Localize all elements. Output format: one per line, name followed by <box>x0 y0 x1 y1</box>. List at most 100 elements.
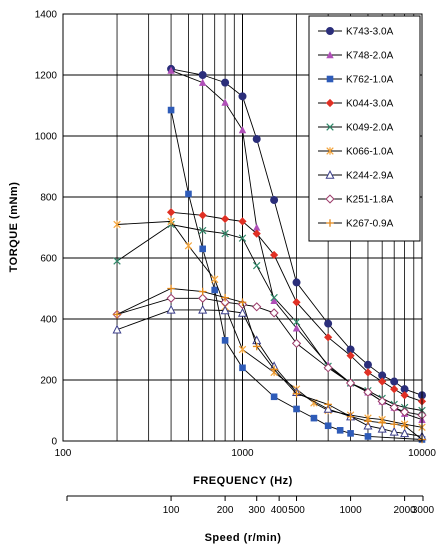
y-tick-label: 200 <box>40 376 57 387</box>
data-point <box>166 208 176 217</box>
data-point <box>221 214 230 224</box>
legend-entry: K044-3.0A <box>318 99 394 110</box>
legend-entry: K244-2.9A <box>318 170 394 182</box>
data-point <box>238 345 247 354</box>
y-tick-label: 800 <box>40 193 57 204</box>
data-point <box>323 363 333 373</box>
data-point <box>221 293 229 302</box>
data-point <box>292 298 301 307</box>
legend-marker <box>326 219 334 227</box>
speed-tick-label: 500 <box>288 505 305 516</box>
legend-marker <box>326 51 334 59</box>
series-k762-1-0a <box>167 106 426 443</box>
speed-tick-label: 200 <box>217 505 234 516</box>
data-point <box>198 211 207 220</box>
legend-entry: K049-2.0A <box>318 123 394 134</box>
series-k251-1-8a <box>112 293 427 420</box>
data-point <box>199 245 206 253</box>
legend: K743-3.0A K748-2.0A K762-1.0A K044-3.0A K049… <box>308 15 421 242</box>
data-point <box>363 360 372 369</box>
data-point <box>198 293 208 303</box>
data-point <box>345 378 356 388</box>
data-point <box>292 389 301 398</box>
data-point <box>167 217 175 226</box>
data-point <box>390 420 398 429</box>
data-point <box>291 338 302 349</box>
speed-tick-label: 3000 <box>412 505 435 516</box>
y-tick-label: 1400 <box>35 10 58 21</box>
data-point <box>292 324 301 332</box>
data-point <box>221 337 229 344</box>
legend-entry: K748-2.0A <box>318 51 394 62</box>
legend-marker <box>326 27 334 35</box>
series-line <box>116 224 423 411</box>
speed-tick-label: 400 <box>271 505 288 516</box>
legend-box <box>308 15 421 242</box>
x-tick-label: 100 <box>55 448 72 459</box>
legend-marker <box>325 170 335 179</box>
series-line <box>116 220 423 428</box>
legend-entry: K762-1.0A <box>318 75 394 86</box>
data-point <box>324 333 333 342</box>
data-point <box>252 302 262 312</box>
legend-entry: K251-1.8A <box>318 194 394 206</box>
data-point <box>198 287 207 296</box>
legend-label: K748-2.0A <box>346 51 394 62</box>
data-point <box>167 284 175 293</box>
data-point <box>346 351 355 360</box>
legend-marker <box>326 147 334 155</box>
data-point <box>252 342 261 351</box>
x-tick-labels: 100 1000 10000 <box>55 448 437 459</box>
y-tick-label: 1200 <box>35 71 58 82</box>
data-point <box>238 234 247 242</box>
data-point <box>377 396 387 406</box>
data-point <box>220 305 230 315</box>
data-point <box>167 106 175 114</box>
data-point <box>270 365 278 374</box>
data-point <box>292 278 301 287</box>
data-point <box>389 402 399 413</box>
data-point <box>363 420 373 430</box>
data-point <box>198 78 207 86</box>
data-point <box>252 229 261 238</box>
plot-frame <box>62 13 423 442</box>
data-point <box>221 98 229 106</box>
y-tick-label: 0 <box>51 437 57 448</box>
legend-entry: K743-3.0A <box>318 27 394 38</box>
data-point <box>389 426 399 436</box>
legend-label: K743-3.0A <box>346 27 394 38</box>
data-point <box>310 414 318 422</box>
legend-label: K762-1.0A <box>346 75 394 86</box>
data-point <box>336 427 344 434</box>
data-point <box>198 304 208 314</box>
data-point <box>323 403 333 413</box>
series-k743-3-0a <box>167 64 426 400</box>
legend-marker <box>325 98 335 108</box>
data-point <box>324 422 332 430</box>
data-point <box>400 428 410 438</box>
legend-label: K066-1.0A <box>346 147 394 158</box>
speed-tick-label: 100 <box>163 505 180 516</box>
data-point <box>210 275 219 284</box>
y-axis-title: TORQUE (mNm) <box>8 182 20 273</box>
data-point <box>270 196 279 205</box>
data-point <box>113 220 121 229</box>
data-point <box>198 226 207 235</box>
x-axis-title: FREQUENCY (Hz) <box>193 475 293 487</box>
data-point <box>270 393 278 401</box>
data-point <box>363 387 373 397</box>
data-point <box>377 423 387 433</box>
data-point <box>252 135 261 144</box>
data-point <box>211 286 218 294</box>
x-tick-label: 10000 <box>408 448 436 459</box>
speed-tick-label: 1000 <box>339 505 362 516</box>
legend-entry: K267-0.9A <box>318 219 394 230</box>
data-point <box>113 257 121 265</box>
data-point <box>237 307 248 317</box>
y-tick-label: 1000 <box>35 132 58 143</box>
data-point <box>400 391 409 400</box>
data-point <box>269 308 279 318</box>
data-point <box>113 310 121 319</box>
y-tick-labels: 0 200 400 600 800 1000 1200 1400 <box>35 10 58 448</box>
data-point <box>363 368 373 377</box>
